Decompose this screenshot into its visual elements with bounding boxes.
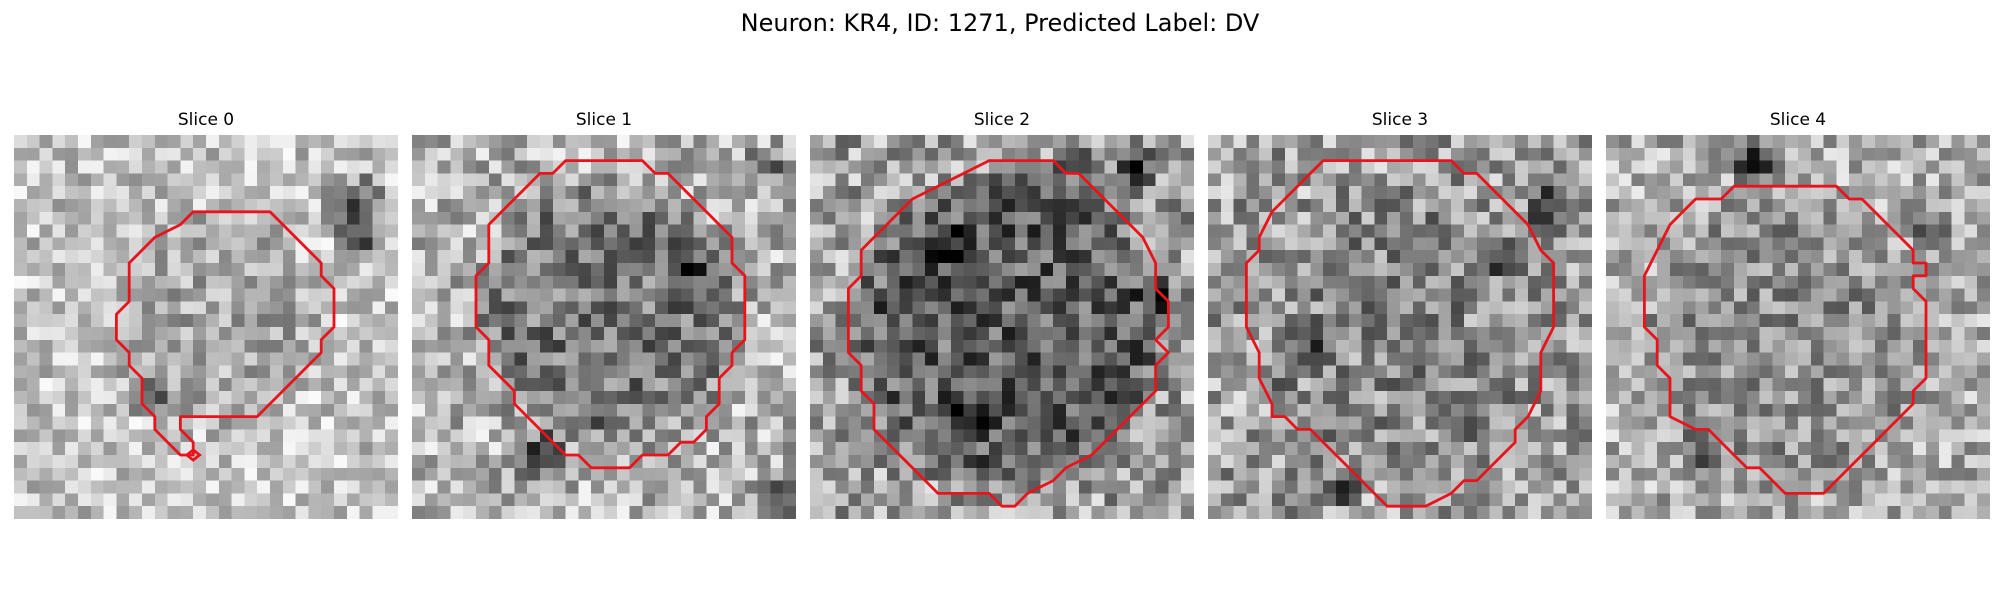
slice-image-4 xyxy=(1606,135,1990,519)
figure-title: Neuron: KR4, ID: 1271, Predicted Label: … xyxy=(740,9,1260,37)
slice-image-1 xyxy=(412,135,796,519)
slice-panel-0: Slice 0 xyxy=(14,108,398,519)
slice-panel-1: Slice 1 xyxy=(412,108,796,519)
slice-image-3 xyxy=(1208,135,1592,519)
roi-contour-4 xyxy=(1642,184,1928,495)
slice-panel-3: Slice 3 xyxy=(1208,108,1592,519)
roi-contour-2 xyxy=(846,159,1170,508)
roi-contour-3 xyxy=(1244,159,1556,508)
slice-title-4: Slice 4 xyxy=(1769,110,1827,130)
slice-title-2: Slice 2 xyxy=(973,110,1031,130)
slice-title-1: Slice 1 xyxy=(575,110,633,130)
slice-image-0 xyxy=(14,135,398,519)
slice-title-0: Slice 0 xyxy=(177,110,235,130)
roi-contour-1 xyxy=(474,159,747,470)
slice-image-2 xyxy=(810,135,1194,519)
slice-panel-4: Slice 4 xyxy=(1606,108,1990,519)
slice-title-3: Slice 3 xyxy=(1371,110,1429,130)
slice-panel-2: Slice 2 xyxy=(810,108,1194,519)
roi-contour-0-artifact xyxy=(184,448,202,462)
